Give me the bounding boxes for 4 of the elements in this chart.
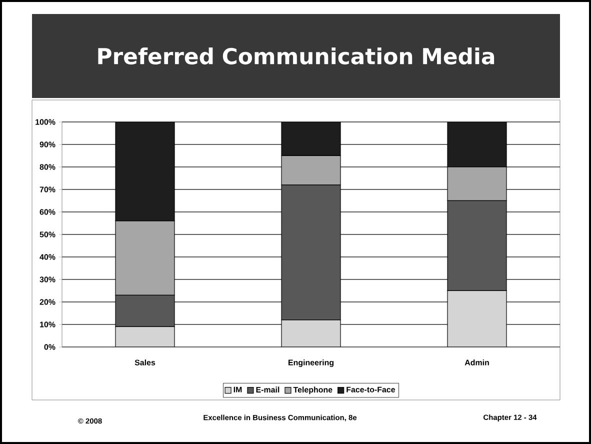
bar	[281, 122, 341, 156]
bar	[115, 122, 175, 222]
bar	[447, 122, 507, 168]
chart-title: Preferred Communication Media	[98, 48, 494, 64]
